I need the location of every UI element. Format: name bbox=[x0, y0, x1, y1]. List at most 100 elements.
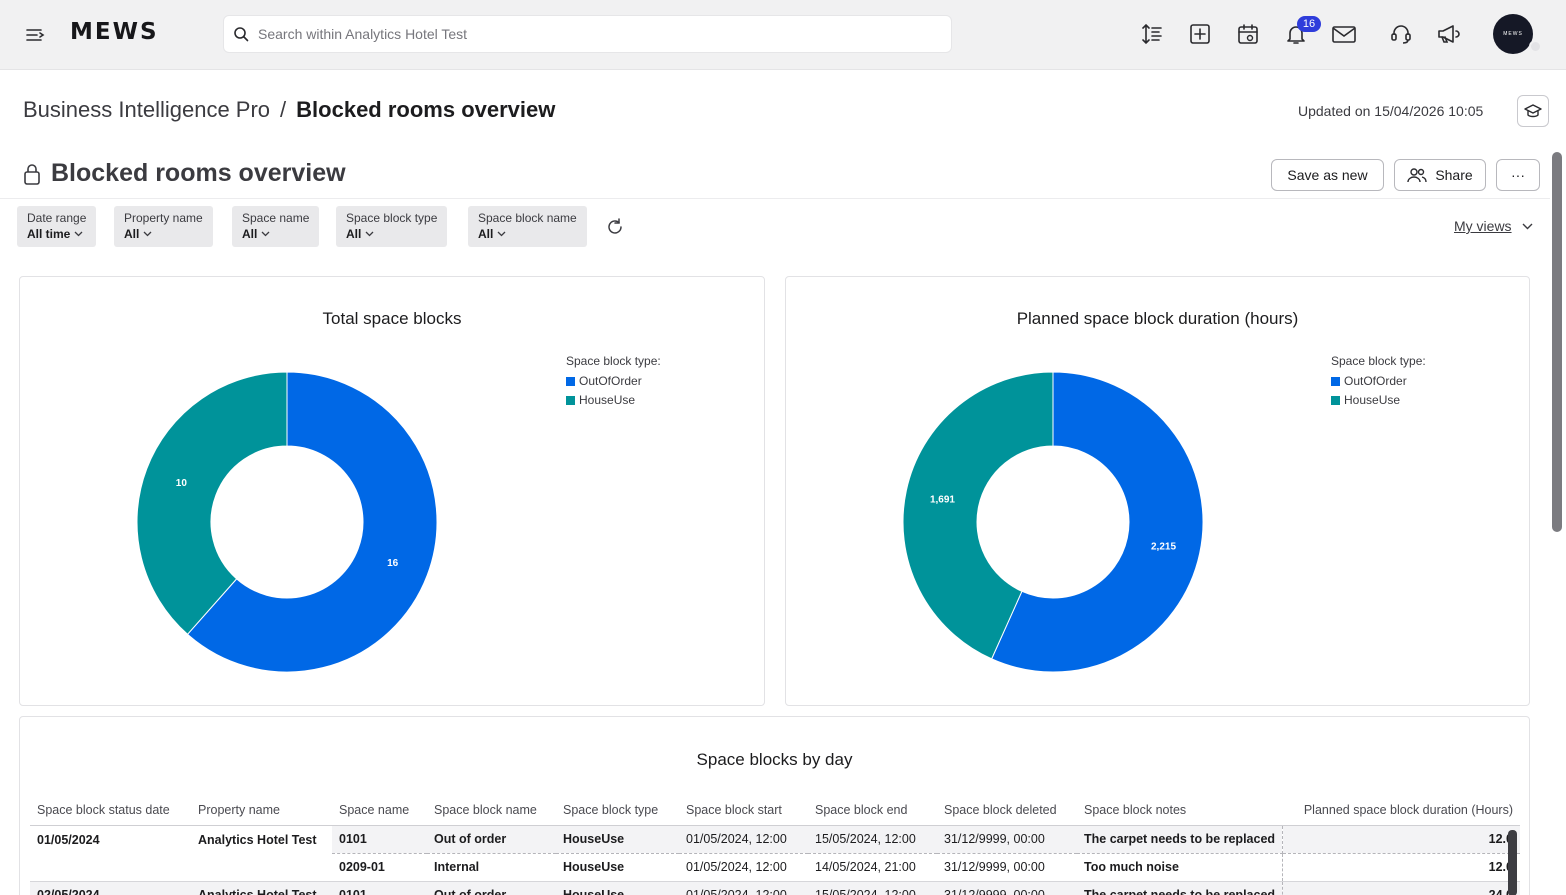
legend-item-house-use[interactable]: HouseUse bbox=[1331, 393, 1426, 407]
table-cell: The carpet needs to be replaced bbox=[1077, 825, 1283, 854]
filter-value: All bbox=[124, 227, 140, 241]
column-header[interactable]: Property name bbox=[191, 795, 332, 826]
donut-data-label: 10 bbox=[176, 478, 188, 489]
column-header[interactable]: Space block name bbox=[427, 795, 556, 826]
donut-data-label: 2,215 bbox=[1151, 542, 1176, 553]
chevron-down-icon bbox=[497, 231, 506, 237]
mews-logo[interactable]: MEWS bbox=[70, 19, 159, 45]
menu-icon[interactable] bbox=[22, 22, 48, 48]
table-cell: 01/05/2024, 12:00 bbox=[679, 825, 808, 854]
column-header[interactable]: Space block end bbox=[808, 795, 937, 826]
table-header-row: Space block status date Property name Sp… bbox=[30, 795, 1520, 826]
table-cell: Analytics Hotel Test bbox=[191, 880, 332, 895]
filter-date-range[interactable]: Date range All time bbox=[17, 206, 97, 247]
chart-title: Total space blocks bbox=[322, 309, 462, 328]
filter-label: Space block type bbox=[346, 211, 438, 225]
table-cell: 31/12/9999, 00:00 bbox=[937, 880, 1077, 895]
column-header[interactable]: Space block start bbox=[679, 795, 808, 826]
add-icon[interactable] bbox=[1186, 20, 1214, 48]
table-cell: 01/05/2024, 12:00 bbox=[679, 880, 808, 895]
user-avatar[interactable]: MEWS bbox=[1493, 14, 1533, 54]
table-cell: 0101 bbox=[332, 880, 427, 895]
table-cell: 02/05/2024 bbox=[30, 880, 191, 895]
filter-space-block-type[interactable]: Space block type All bbox=[336, 206, 448, 247]
filter-label: Property name bbox=[124, 211, 203, 225]
chart-legend: Space block type: OutOfOrder HouseUse bbox=[1331, 354, 1426, 412]
top-bar: MEWS 16 MEWS bbox=[0, 0, 1566, 70]
planned-duration-donut: 2,215 1,691 bbox=[902, 371, 1204, 673]
space-blocks-by-day-card: Space blocks by day Space block status d… bbox=[19, 716, 1530, 895]
chevron-down-icon bbox=[1522, 223, 1533, 229]
column-header[interactable]: Space block notes bbox=[1077, 795, 1282, 826]
more-options-button[interactable]: ··· bbox=[1496, 159, 1540, 191]
table-cell: HouseUse bbox=[556, 825, 679, 854]
filter-value: All bbox=[242, 227, 258, 241]
space-blocks-table: Space block status date Property name Sp… bbox=[30, 795, 1520, 895]
table-cell: 31/12/9999, 00:00 bbox=[937, 853, 1077, 882]
reset-filters-icon[interactable] bbox=[605, 217, 625, 237]
table-cell: 24.0 bbox=[1282, 880, 1520, 895]
table-cell: HouseUse bbox=[556, 853, 679, 882]
breadcrumb-parent[interactable]: Business Intelligence Pro bbox=[23, 97, 271, 122]
updated-timestamp: Updated on 15/04/2026 10:05 bbox=[1298, 103, 1484, 119]
filter-value: All bbox=[346, 227, 362, 241]
sort-icon[interactable] bbox=[1138, 20, 1166, 48]
chart-legend: Space block type: OutOfOrder HouseUse bbox=[566, 354, 661, 412]
announcements-icon[interactable] bbox=[1435, 20, 1463, 48]
column-header[interactable]: Planned space block duration (Hours) bbox=[1282, 795, 1520, 826]
page-scrollbar[interactable] bbox=[1552, 152, 1562, 532]
support-icon[interactable] bbox=[1387, 20, 1415, 48]
column-header[interactable]: Space name bbox=[332, 795, 427, 826]
share-button[interactable]: Share bbox=[1394, 159, 1486, 191]
avatar-status-indicator bbox=[1529, 40, 1542, 53]
table-scrollbar[interactable] bbox=[1508, 830, 1517, 895]
table-cell: 12.0 bbox=[1282, 825, 1520, 854]
column-header[interactable]: Space block status date bbox=[30, 795, 191, 826]
chart-title: Planned space block duration (hours) bbox=[1016, 309, 1299, 328]
save-as-new-button[interactable]: Save as new bbox=[1271, 159, 1384, 191]
filter-space-name[interactable]: Space name All bbox=[232, 206, 320, 247]
table-cell: Internal bbox=[427, 853, 556, 882]
table-cell: The carpet needs to be replaced bbox=[1077, 880, 1283, 895]
donut-slice-houseuse[interactable] bbox=[136, 371, 288, 635]
filter-property-name[interactable]: Property name All bbox=[114, 206, 213, 247]
notification-count-badge: 16 bbox=[1297, 16, 1321, 32]
table-row: 02/05/2024 Analytics Hotel Test 0101 Out… bbox=[30, 880, 1520, 895]
column-header[interactable]: Space block deleted bbox=[937, 795, 1077, 826]
search-input[interactable] bbox=[258, 26, 918, 42]
donut-slice-outoforder[interactable] bbox=[186, 371, 438, 673]
legend-item-out-of-order[interactable]: OutOfOrder bbox=[566, 374, 661, 388]
table-cell: 31/12/9999, 00:00 bbox=[937, 825, 1077, 854]
breadcrumb-separator: / bbox=[280, 97, 287, 122]
learning-button[interactable] bbox=[1517, 95, 1549, 127]
table-cell: 0209-01 bbox=[332, 853, 427, 882]
calendar-view-icon[interactable] bbox=[1234, 20, 1262, 48]
donut-slice-houseuse[interactable] bbox=[902, 371, 1054, 660]
legend-item-house-use[interactable]: HouseUse bbox=[566, 393, 661, 407]
table-cell: 14/05/2024, 21:00 bbox=[808, 853, 937, 882]
report-title-row: Blocked rooms overview bbox=[23, 159, 346, 188]
total-space-blocks-card: Total space blocks Space block type: Out… bbox=[19, 276, 765, 706]
table-row: 0209-01 Internal HouseUse 01/05/2024, 12… bbox=[30, 853, 1520, 882]
legend-item-out-of-order[interactable]: OutOfOrder bbox=[1331, 374, 1426, 388]
filter-label: Space name bbox=[242, 211, 310, 225]
table-cell: 15/05/2024, 12:00 bbox=[808, 825, 937, 854]
column-header[interactable]: Space block type bbox=[556, 795, 679, 826]
table-cell: 01/05/2024, 12:00 bbox=[679, 853, 808, 882]
lock-icon bbox=[24, 163, 40, 185]
filter-space-block-name[interactable]: Space block name All bbox=[468, 206, 587, 247]
table-cell: 0101 bbox=[332, 825, 427, 854]
chevron-down-icon bbox=[261, 231, 270, 237]
mail-icon[interactable] bbox=[1330, 20, 1358, 48]
my-views-dropdown[interactable]: My views bbox=[1454, 218, 1533, 234]
donut-data-label: 1,691 bbox=[930, 494, 955, 505]
filter-label: Date range bbox=[27, 211, 87, 225]
filter-label: Space block name bbox=[478, 211, 577, 225]
filter-value: All bbox=[478, 227, 494, 241]
breadcrumb: Business Intelligence Pro / Blocked rooms … bbox=[23, 97, 555, 123]
legend-title: Space block type: bbox=[1331, 354, 1426, 368]
search-box[interactable] bbox=[223, 15, 952, 53]
table-cell: Out of order bbox=[427, 825, 556, 854]
donut-slice-outoforder[interactable] bbox=[990, 371, 1204, 673]
share-button-label: Share bbox=[1435, 167, 1473, 183]
